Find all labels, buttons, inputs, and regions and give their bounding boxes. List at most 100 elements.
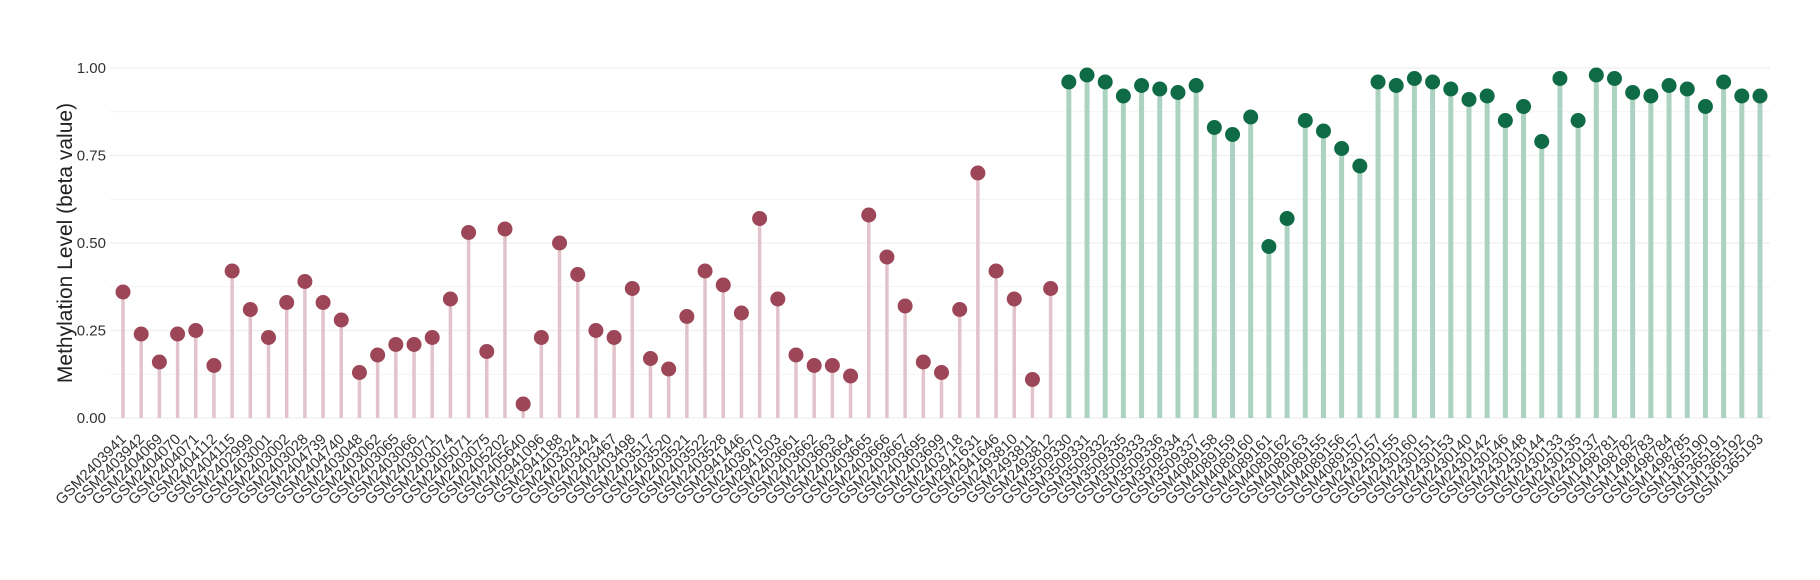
- data-point: [1152, 81, 1168, 97]
- data-point: [479, 344, 495, 359]
- data-point: [606, 330, 622, 345]
- data-point: [333, 312, 349, 328]
- data-point: [1716, 74, 1732, 90]
- data-point: [515, 396, 531, 412]
- data-point: [461, 225, 477, 240]
- data-point: [934, 365, 949, 380]
- data-point: [170, 326, 186, 342]
- data-point: [1679, 81, 1695, 97]
- data-point: [224, 263, 240, 279]
- data-point: [1443, 81, 1459, 97]
- data-point: [879, 249, 895, 265]
- data-point: [1297, 113, 1313, 128]
- data-point: [806, 358, 822, 373]
- data-point: [1752, 88, 1768, 104]
- data-point: [1315, 123, 1331, 139]
- data-point: [1334, 141, 1350, 156]
- data-point: [1043, 281, 1059, 296]
- data-point: [661, 361, 677, 377]
- data-point: [442, 291, 458, 307]
- data-point: [388, 337, 404, 352]
- data-point: [1188, 78, 1204, 93]
- data-point: [1352, 158, 1368, 174]
- data-point: [351, 365, 367, 380]
- data-point: [406, 337, 422, 352]
- data-point: [315, 295, 331, 310]
- data-point: [1206, 120, 1222, 135]
- data-point: [1425, 74, 1441, 90]
- data-point: [642, 351, 658, 366]
- data-point: [151, 354, 167, 370]
- data-point: [261, 330, 277, 345]
- data-point: [715, 277, 731, 293]
- data-point: [552, 235, 568, 251]
- data-point: [697, 263, 713, 279]
- data-point: [843, 368, 859, 384]
- data-point: [952, 302, 968, 317]
- data-point: [1570, 113, 1586, 128]
- data-point: [206, 358, 222, 373]
- data-point: [988, 263, 1004, 279]
- data-point: [1024, 372, 1040, 387]
- data-point: [188, 323, 204, 338]
- data-point: [1479, 88, 1495, 104]
- data-point: [1134, 78, 1150, 93]
- data-point: [788, 347, 804, 363]
- data-point: [897, 298, 913, 314]
- data-point: [1606, 71, 1622, 86]
- data-point: [1170, 85, 1186, 100]
- data-point: [533, 330, 549, 345]
- data-point: [570, 267, 586, 282]
- data-point: [1388, 78, 1404, 93]
- data-point: [1588, 67, 1604, 83]
- data-point: [1370, 74, 1386, 90]
- data-point: [1243, 109, 1259, 125]
- x-tick-labels: GSM2403941GSM2403942GSM2404069GSM2404070…: [52, 431, 1766, 508]
- data-point: [1516, 99, 1532, 114]
- data-point: [1697, 99, 1713, 114]
- data-point: [624, 281, 640, 296]
- data-point: [1097, 74, 1113, 90]
- data-point: [1643, 88, 1659, 104]
- data-point: [1061, 74, 1077, 90]
- data-point: [133, 326, 149, 342]
- y-tick-label: 0.75: [77, 148, 106, 165]
- data-point: [1534, 134, 1550, 149]
- data-point: [970, 165, 986, 181]
- data-point: [1552, 71, 1568, 86]
- data-point: [115, 284, 131, 300]
- y-tick-label: 1.00: [77, 60, 106, 77]
- data-point: [1734, 88, 1750, 104]
- data-point: [370, 347, 386, 363]
- data-point: [1115, 88, 1131, 104]
- data-point: [1461, 92, 1477, 107]
- points: [115, 67, 1768, 412]
- y-tick-labels: 0.00 0.25 0.50 0.75 1.00: [77, 60, 106, 427]
- data-point: [242, 302, 258, 317]
- data-point: [424, 330, 440, 345]
- data-point: [588, 323, 604, 338]
- data-point: [752, 211, 768, 226]
- data-point: [679, 309, 695, 324]
- data-point: [915, 354, 931, 370]
- y-tick-label: 0.00: [77, 410, 106, 427]
- grid-lines: [110, 67, 1770, 419]
- y-tick-label: 0.25: [77, 323, 106, 340]
- data-point: [1225, 127, 1241, 142]
- data-point: [279, 295, 295, 310]
- y-axis-title: Methylation Level (beta value): [54, 103, 77, 383]
- stems: [121, 75, 1763, 418]
- data-point: [1279, 211, 1295, 226]
- data-point: [1006, 291, 1022, 307]
- y-tick-label: 0.50: [77, 235, 106, 252]
- data-point: [824, 358, 840, 373]
- data-point: [861, 207, 877, 223]
- data-point: [733, 305, 749, 321]
- data-point: [1661, 78, 1677, 93]
- data-point: [1625, 85, 1641, 100]
- data-point: [1079, 67, 1095, 83]
- data-point: [497, 221, 513, 237]
- data-point: [1406, 71, 1422, 86]
- data-point: [297, 274, 313, 289]
